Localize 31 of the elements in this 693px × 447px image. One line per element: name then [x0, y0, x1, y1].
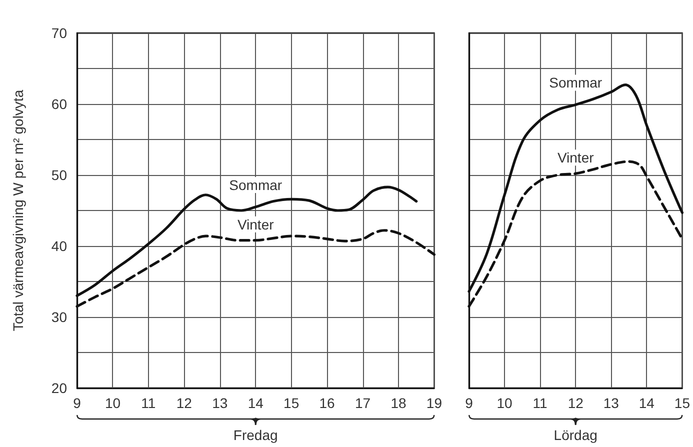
series-label: Sommar [229, 176, 282, 193]
x-tick-label: 13 [603, 395, 620, 411]
y-tick-label: 40 [51, 238, 68, 254]
y-tick-label: 70 [51, 25, 68, 41]
y-tick-label: 60 [51, 96, 68, 112]
x-tick-label: 15 [284, 395, 300, 411]
series-label: Sommar [549, 74, 602, 91]
x-axis-title: Fredag [233, 427, 278, 443]
x-axis-title: Lördag [554, 427, 598, 443]
y-tick-label: 20 [51, 380, 68, 396]
x-tick-label: 14 [638, 395, 655, 411]
x-tick-label: 18 [390, 395, 406, 411]
x-tick-label: 17 [354, 395, 371, 411]
x-tick-label: 16 [319, 395, 336, 411]
x-tick-label: 15 [674, 395, 690, 411]
series-label: Vinter [237, 216, 274, 232]
x-tick-label: 13 [212, 395, 228, 411]
x-tick-label: 9 [465, 395, 474, 411]
series-label: Vinter [557, 150, 594, 166]
x-tick-label: 11 [141, 395, 156, 411]
x-tick-label: 9 [73, 395, 82, 411]
x-tick-label: 14 [248, 395, 264, 411]
x-tick-label: 11 [532, 395, 548, 411]
x-tick-label: 12 [568, 395, 584, 411]
x-tick-label: 10 [496, 395, 513, 411]
y-axis-title: Total värmeavgivning W per m² golvyta [10, 90, 26, 332]
y-tick-label: 50 [51, 167, 68, 183]
y-tick-label: 30 [51, 309, 68, 325]
x-tick-label: 10 [104, 395, 121, 411]
x-tick-label: 19 [426, 395, 442, 411]
x-tick-label: 12 [176, 395, 192, 411]
